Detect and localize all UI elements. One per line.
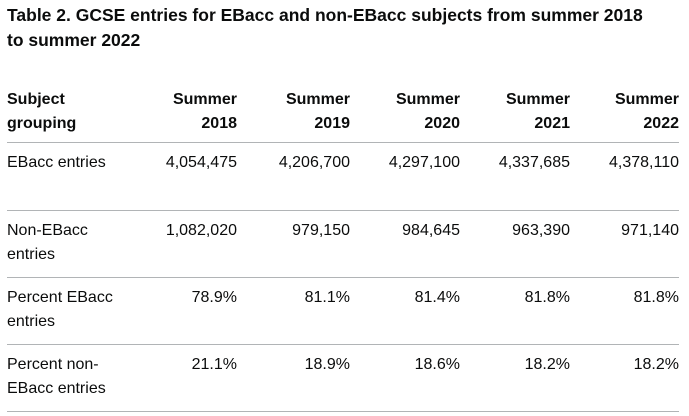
header-summer-2022: Summer 2022 <box>570 84 679 143</box>
table-cell: 4,297,100 <box>350 142 460 211</box>
table-cell: 4,337,685 <box>460 142 570 211</box>
header-col-line2: 2020 <box>424 115 460 132</box>
header-col-line2: 2018 <box>201 115 237 132</box>
table-cell: 979,150 <box>237 210 350 278</box>
table-cell: 81.8% <box>570 277 679 345</box>
table-cell: 971,140 <box>570 210 679 278</box>
header-label-line2: grouping <box>7 115 77 132</box>
table-body: EBacc entries 4,054,475 4,206,700 4,297,… <box>7 142 679 412</box>
header-row: Subject grouping Summer 2018 Summer 2019… <box>7 84 679 143</box>
table-cell: 1,082,020 <box>129 210 237 278</box>
table-cell: 81.8% <box>460 277 570 345</box>
table-cell: 78.9% <box>129 277 237 345</box>
table-cell: 4,378,110 <box>570 142 679 211</box>
table-row-percent-ebacc-entries: Percent EBacc entries 78.9% 81.1% 81.4% … <box>7 277 679 345</box>
table-cell: 4,206,700 <box>237 142 350 211</box>
row-label: Non-EBacc entries <box>7 210 129 278</box>
table-row-ebacc-entries: EBacc entries 4,054,475 4,206,700 4,297,… <box>7 142 679 211</box>
table-cell: 984,645 <box>350 210 460 278</box>
table-cell: 963,390 <box>460 210 570 278</box>
row-label: EBacc entries <box>7 142 129 211</box>
header-summer-2020: Summer 2020 <box>350 84 460 143</box>
row-label: Percent non-EBacc entries <box>7 344 129 412</box>
header-col-line2: 2021 <box>534 115 570 132</box>
header-summer-2021: Summer 2021 <box>460 84 570 143</box>
header-col-line1: Summer <box>285 91 350 108</box>
header-summer-2018: Summer 2018 <box>129 84 237 143</box>
table-cell: 4,054,475 <box>129 142 237 211</box>
header-col-line2: 2022 <box>643 115 679 132</box>
header-col-line1: Summer <box>172 91 237 108</box>
header-col-line1: Summer <box>505 91 570 108</box>
table-cell: 18.6% <box>350 344 460 412</box>
header-label-line1: Subject <box>7 91 65 108</box>
table-caption: Table 2. GCSE entries for EBacc and non-… <box>7 5 643 50</box>
table-cell: 18.2% <box>460 344 570 412</box>
table-header: Subject grouping Summer 2018 Summer 2019… <box>7 84 679 143</box>
table-cell: 81.4% <box>350 277 460 345</box>
table-row-non-ebacc-entries: Non-EBacc entries 1,082,020 979,150 984,… <box>7 210 679 278</box>
table-cell: 18.2% <box>570 344 679 412</box>
table-cell: 18.9% <box>237 344 350 412</box>
table-cell: 81.1% <box>237 277 350 345</box>
gcse-entries-table: Subject grouping Summer 2018 Summer 2019… <box>7 84 679 412</box>
header-subject-grouping: Subject grouping <box>7 84 129 143</box>
row-label: Percent EBacc entries <box>7 277 129 345</box>
table-row-percent-non-ebacc-entries: Percent non-EBacc entries 21.1% 18.9% 18… <box>7 344 679 412</box>
header-col-line1: Summer <box>395 91 460 108</box>
header-summer-2019: Summer 2019 <box>237 84 350 143</box>
header-col-line1: Summer <box>614 91 679 108</box>
header-col-line2: 2019 <box>314 115 350 132</box>
table-cell: 21.1% <box>129 344 237 412</box>
